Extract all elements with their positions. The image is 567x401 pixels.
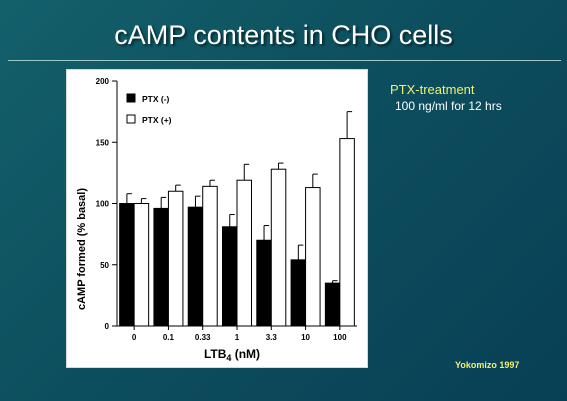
x-axis-label: LTB4 (nM) — [204, 347, 260, 363]
x-tick-label: 0 — [132, 333, 137, 342]
x-axis-label-unit: (nM) — [231, 347, 260, 361]
x-axis-label-main: LTB — [204, 347, 227, 361]
bar-ptx-plus — [339, 138, 355, 327]
x-axis-label-subscript: 4 — [226, 353, 231, 363]
bar-ptx-minus — [153, 207, 169, 327]
y-axis-label: cAMP formed (% basal) — [76, 188, 88, 310]
bar-ptx-plus — [305, 187, 321, 327]
bar-series — [119, 111, 355, 327]
citation: Yokomizo 1997 — [455, 360, 520, 370]
chart-panel: 0 50 100 150 200 0 0.1 0.33 1 3.3 10 100 PTX (-) PT… — [66, 69, 368, 368]
x-tick-label: 1 — [235, 333, 240, 342]
treatment-title: PTX-treatment — [390, 82, 475, 97]
y-tick-label: 50 — [100, 261, 109, 270]
x-axis-ticks: 0 0.1 0.33 1 3.3 10 100 — [132, 326, 347, 342]
x-tick-label: 0.33 — [195, 333, 211, 342]
bar-ptx-plus — [270, 168, 287, 327]
legend-label: PTX (+) — [142, 115, 172, 125]
y-tick-label: 150 — [96, 138, 110, 147]
bar-ptx-minus — [222, 226, 238, 327]
bar-ptx-minus — [290, 259, 307, 327]
bar-ptx-minus — [119, 203, 135, 327]
x-tick-label: 10 — [301, 333, 310, 342]
bar-ptx-plus — [133, 203, 150, 327]
y-tick-label: 200 — [96, 77, 110, 86]
legend-swatch — [126, 114, 136, 124]
treatment-detail: 100 ng/ml for 12 hrs — [395, 99, 502, 113]
y-axis-ticks: 0 50 100 150 200 — [96, 77, 117, 331]
bar-ptx-plus — [236, 179, 252, 327]
slide-title: cAMP contents in CHO cells — [114, 20, 453, 50]
bar-ptx-minus — [187, 206, 204, 327]
legend-label: PTX (-) — [142, 94, 170, 104]
y-tick-label: 0 — [105, 322, 110, 331]
bar-ptx-plus — [202, 185, 218, 327]
x-tick-label: 100 — [333, 333, 347, 342]
bar-ptx-plus — [167, 190, 184, 327]
bar-ptx-minus — [324, 282, 341, 327]
legend-swatch — [126, 93, 136, 103]
title-divider — [8, 60, 561, 61]
treatment-note: PTX-treatment 100 ng/ml for 12 hrs — [390, 82, 502, 113]
x-tick-label: 0.1 — [163, 333, 175, 342]
x-tick-label: 3.3 — [266, 333, 278, 342]
y-tick-label: 100 — [96, 200, 110, 209]
legend: PTX (-) PTX (+) — [126, 93, 172, 125]
bar-ptx-minus — [256, 239, 272, 327]
